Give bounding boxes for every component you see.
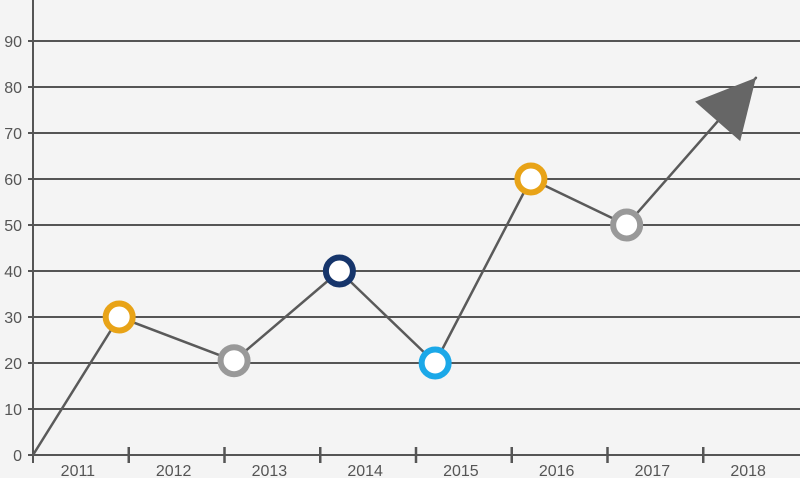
x-tick-label: 2017 — [635, 463, 671, 478]
x-tick-label: 2012 — [156, 463, 192, 478]
trend-arrowhead — [695, 77, 756, 142]
y-tick-label: 80 — [4, 80, 22, 97]
axes — [28, 0, 800, 463]
data-point-marker — [217, 344, 251, 378]
y-tick-label: 50 — [4, 218, 22, 235]
x-tick-labels: 2011 2012 2013 2014 2015 2016 2017 2018 — [61, 463, 766, 478]
series-line — [31, 76, 758, 457]
y-tick-labels: 0 10 20 30 40 50 60 70 80 90 — [4, 34, 22, 465]
y-tick-label: 60 — [4, 172, 22, 189]
data-point-marker — [102, 300, 136, 334]
y-tick-label: 0 — [13, 448, 22, 465]
data-point-marker — [322, 254, 356, 288]
x-tick-label: 2016 — [539, 463, 575, 478]
y-tick-label: 30 — [4, 310, 22, 327]
series-polyline — [31, 76, 758, 457]
grid-lines — [33, 40, 800, 410]
y-tick-label: 70 — [4, 126, 22, 143]
x-tick-label: 2014 — [347, 463, 383, 478]
data-point-marker — [418, 346, 452, 380]
y-tick-label: 40 — [4, 264, 22, 281]
data-point-marker — [514, 162, 548, 196]
x-tick-label: 2015 — [443, 463, 479, 478]
data-markers — [102, 77, 756, 380]
x-tick-label: 2011 — [61, 463, 96, 478]
y-tick-label: 90 — [4, 34, 22, 51]
x-tick-label: 2018 — [730, 463, 766, 478]
x-tick-label: 2013 — [252, 463, 288, 478]
data-point-marker — [610, 208, 644, 242]
y-tick-label: 20 — [4, 356, 22, 373]
y-tick-label: 10 — [4, 402, 22, 419]
